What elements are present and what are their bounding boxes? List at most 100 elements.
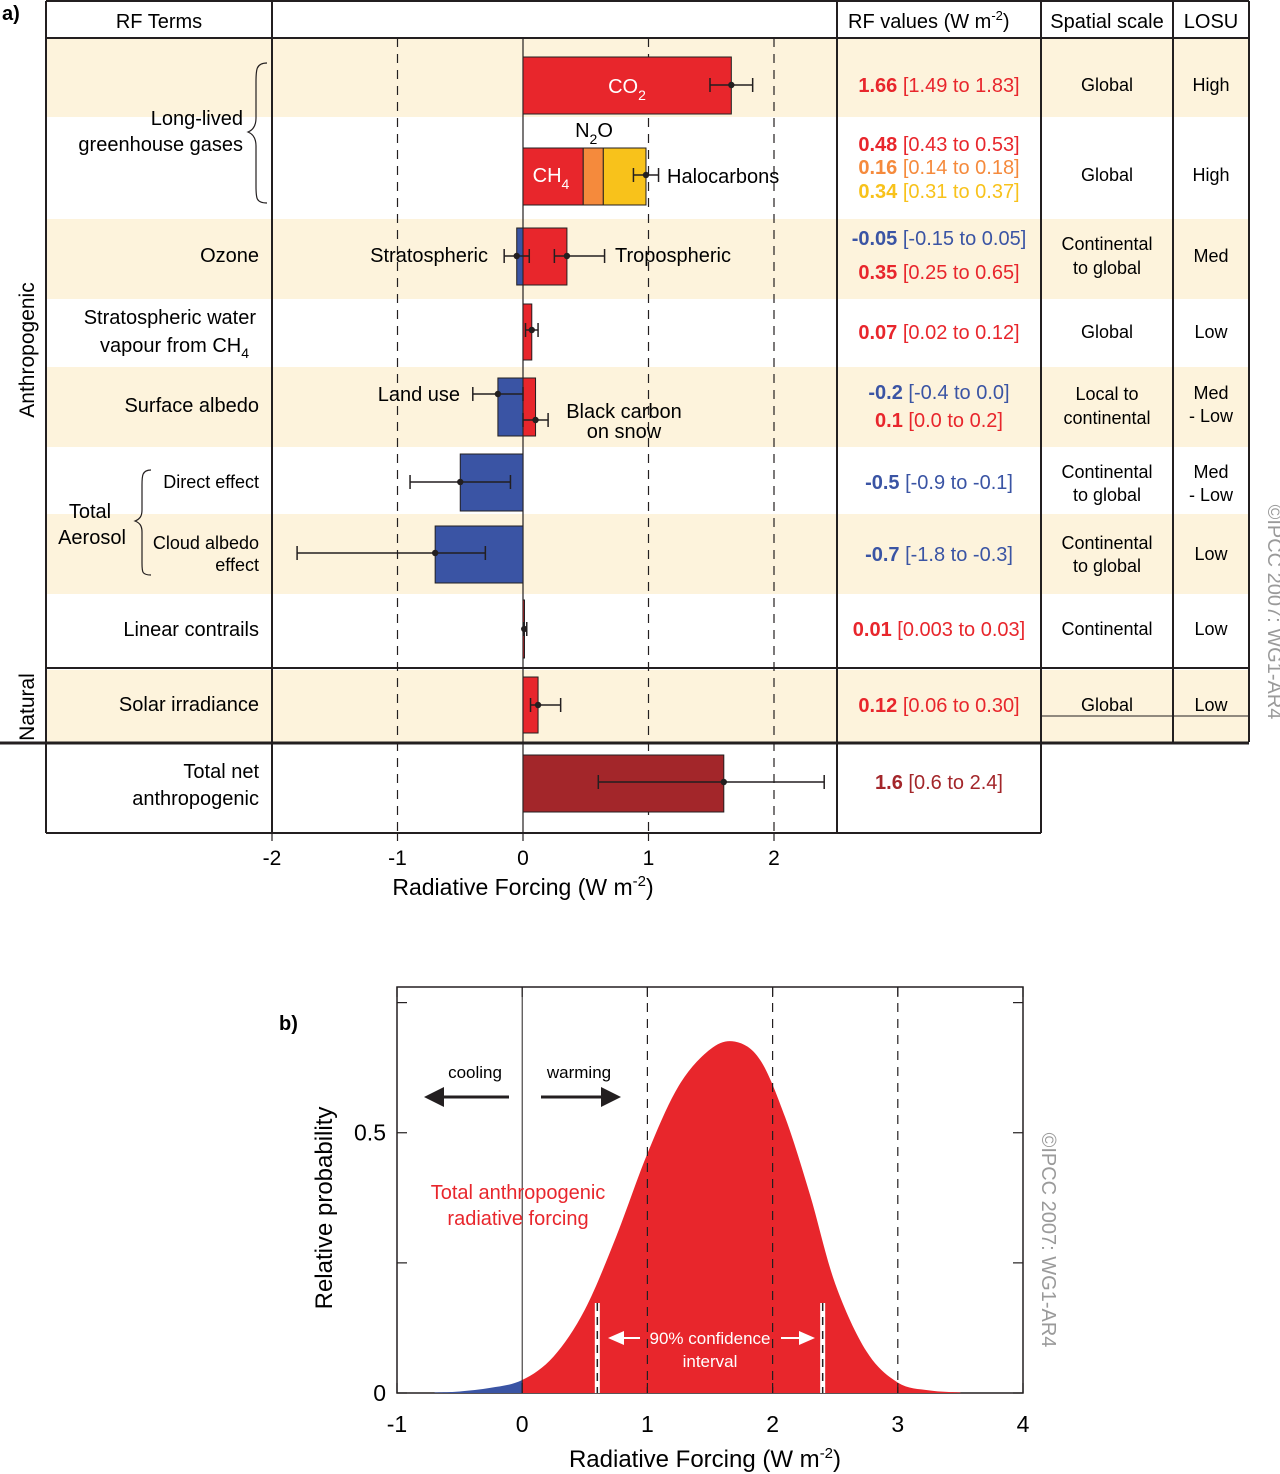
errorbar-point-cloud-albedo-effect xyxy=(431,549,439,557)
rf-value-land-use: -0.2 [-0.4 to 0.0] xyxy=(868,382,1009,404)
x-tick-label-a-4: 2 xyxy=(768,847,780,870)
annotation-total-1: Total anthropogenic xyxy=(431,1182,606,1204)
scale-ozone-2: to global xyxy=(1073,258,1141,278)
errorbar-point-land-use xyxy=(494,390,502,398)
rf-values-column: 1.66 [1.49 to 1.83] 0.48 [0.43 to 0.53] … xyxy=(852,75,1027,794)
losu-ozone: Med xyxy=(1193,246,1228,266)
losu-albedo-1: Med xyxy=(1193,383,1228,403)
bar-total-net-anthropogenic xyxy=(522,754,725,813)
x-tick-label-a-3: 1 xyxy=(643,847,655,870)
x-tick-label-b-4: 3 xyxy=(891,1411,904,1437)
header-rf-terms: RF Terms xyxy=(116,11,202,33)
bar-land-use xyxy=(497,377,524,437)
errorbar-point-stratospheric-water-vapour-from-ch4 xyxy=(528,326,535,334)
bar-label-black-carbon-2: on snow xyxy=(587,421,662,443)
losu-albedo-2: - Low xyxy=(1189,406,1234,426)
scale-ozone-1: Continental xyxy=(1061,234,1152,254)
bar-label-tropospheric: Tropospheric xyxy=(615,245,731,267)
warming-arrow-icon xyxy=(541,1087,621,1107)
errorbar-point-black-carbon-on-snow xyxy=(532,416,539,424)
scale-cloud-2: to global xyxy=(1073,556,1141,576)
bar-cloud-albedo-effect xyxy=(434,525,524,584)
label-direct-effect: Direct effect xyxy=(163,472,259,492)
rf-value-direct-effect: -0.5 [-0.9 to -0.1] xyxy=(865,472,1013,494)
cooling-label: cooling xyxy=(448,1063,502,1082)
bar-label-co2: CO2 xyxy=(608,76,646,103)
bar-annotations: CO2 CH4 N2O Halocarbons Stratospheric Tr… xyxy=(370,76,779,443)
scale-co2: Global xyxy=(1081,75,1133,95)
rf-value-n2o: 0.16 [0.14 to 0.18] xyxy=(858,157,1019,179)
label-total-net-1: Total net xyxy=(183,761,259,783)
x-tick-label-a-0: -2 xyxy=(263,847,282,870)
label-linear-contrails: Linear contrails xyxy=(123,619,259,641)
table-frame xyxy=(0,0,1250,834)
x-tick-label-b-3: 2 xyxy=(766,1411,779,1437)
rf-value-black-carbon: 0.1 [0.0 to 0.2] xyxy=(875,410,1003,432)
x-tick-label-a-2: 0 xyxy=(517,847,529,870)
rf-value-strat-water: 0.07 [0.02 to 0.12] xyxy=(858,322,1019,344)
bar-black-carbon-on-snow xyxy=(522,377,537,437)
errorbar-point-halocarbons xyxy=(642,171,650,179)
x-tick-label-b-5: 4 xyxy=(1017,1411,1030,1437)
errorbar-point-total-net-anthropogenic xyxy=(720,778,727,786)
rf-value-halocarbons: 0.34 [0.31 to 0.37] xyxy=(858,181,1019,203)
group-anthropogenic: Anthropogenic xyxy=(16,282,39,417)
label-solar-irradiance: Solar irradiance xyxy=(119,694,259,716)
bar-label-black-carbon-1: Black carbon xyxy=(566,401,682,423)
header-losu: LOSU xyxy=(1184,11,1238,33)
losu-solar: Low xyxy=(1194,695,1228,715)
x-axis-label-b: Radiative Forcing (W m-2) xyxy=(569,1445,841,1473)
brace-long-lived xyxy=(246,62,268,204)
scale-albedo-1: Local to xyxy=(1075,384,1138,404)
warming-label: warming xyxy=(546,1063,611,1082)
scale-strat-water: Global xyxy=(1081,322,1133,342)
losu-direct-2: - Low xyxy=(1189,485,1234,505)
y-tick-label-b-1: 0.5 xyxy=(354,1120,386,1146)
label-long-lived-1: Long-lived xyxy=(151,108,243,130)
aerosol-labels: Direct effect Cloud albedo effect xyxy=(153,472,259,575)
label-total-net-2: anthropogenic xyxy=(132,788,259,810)
label-long-lived-2: greenhouse gases xyxy=(78,134,243,156)
x-tick-label-b-0: -1 xyxy=(387,1411,407,1437)
cooling-arrow-icon xyxy=(424,1087,509,1107)
scale-ghg: Global xyxy=(1081,165,1133,185)
annotation-total-2: radiative forcing xyxy=(447,1208,588,1230)
scale-direct-2: to global xyxy=(1073,485,1141,505)
ci-right-arrow-icon xyxy=(781,1331,815,1345)
errorbar-point-tropospheric-ozone xyxy=(563,252,571,260)
copyright-a: ©IPCC 2007: WG1-AR4 xyxy=(1263,505,1280,720)
errorbar-point-direct-effect xyxy=(457,478,464,486)
scale-albedo-2: continental xyxy=(1063,408,1150,428)
brace-total-aerosol xyxy=(133,469,152,576)
group-natural: Natural xyxy=(16,673,39,741)
errorbar-point-stratospheric-ozone xyxy=(513,252,520,260)
x-tick-label-b-1: 0 xyxy=(516,1411,529,1437)
bar-n2o xyxy=(582,147,604,206)
losu-direct-1: Med xyxy=(1193,462,1228,482)
panel-b-label: b) xyxy=(279,1013,298,1035)
scale-contrails: Continental xyxy=(1061,619,1152,639)
label-cloud-albedo-2: effect xyxy=(215,555,259,575)
band-albedo xyxy=(46,367,1249,447)
bar-label-land-use: Land use xyxy=(378,384,460,406)
ci-label-1: 90% confidence xyxy=(650,1329,771,1348)
bar-ch4 xyxy=(522,147,584,206)
errorbar-point-solar-irradiance xyxy=(534,701,542,709)
rf-value-solar: 0.12 [0.06 to 0.30] xyxy=(858,695,1019,717)
copyright-b: ©IPCC 2007: WG1-AR4 xyxy=(1037,1133,1059,1348)
losu-ghg: High xyxy=(1192,165,1229,185)
ci-label-2: interval xyxy=(683,1352,738,1371)
bar-label-halocarbons: Halocarbons xyxy=(667,166,779,188)
losu-strat-water: Low xyxy=(1194,322,1228,342)
band-ozone xyxy=(46,219,1249,299)
x-tick-label-b-2: 1 xyxy=(641,1411,654,1437)
rf-value-strat-ozone: -0.05 [-0.15 to 0.05] xyxy=(852,228,1027,250)
x-tick-label-a-1: -1 xyxy=(388,847,407,870)
rf-value-cloud-albedo: -0.7 [-1.8 to -0.3] xyxy=(865,544,1013,566)
losu-contrails: Low xyxy=(1194,619,1228,639)
losu-co2: High xyxy=(1192,75,1229,95)
area-positive-forcing xyxy=(522,1041,961,1393)
spatial-scale-column: Global Global Continental to global Glob… xyxy=(1061,75,1152,715)
